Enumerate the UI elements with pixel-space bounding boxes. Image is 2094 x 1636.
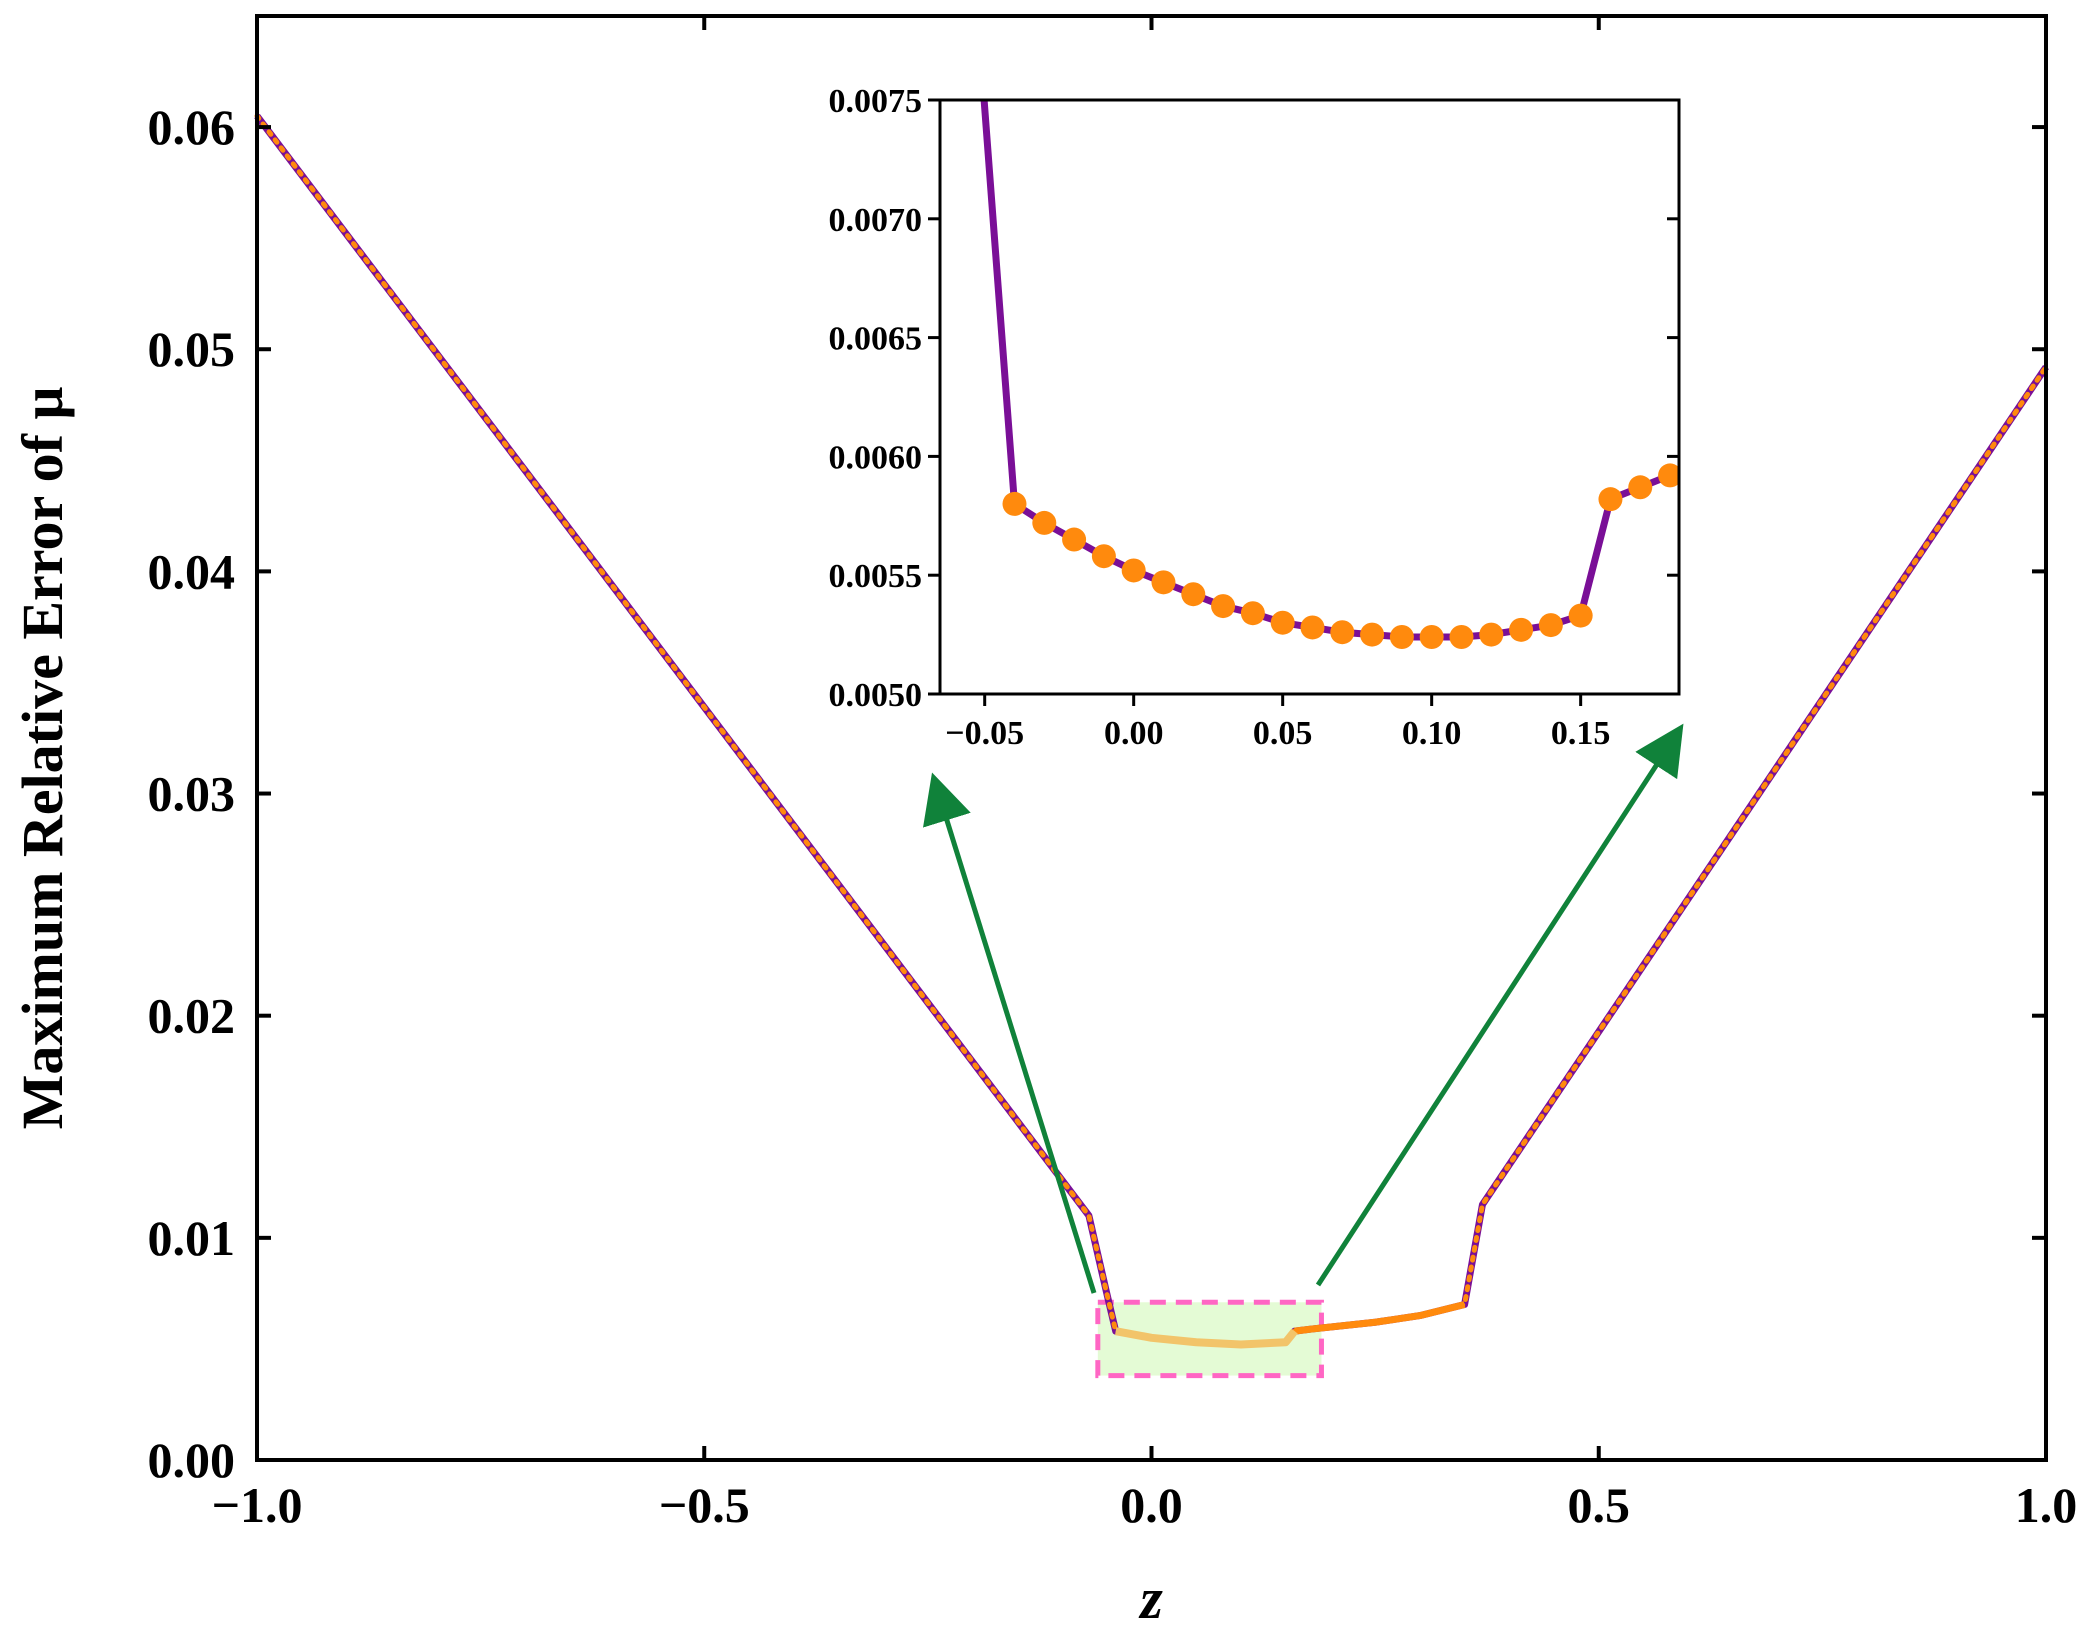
inset-background <box>940 100 1679 694</box>
main-plot-series <box>254 113 2049 1349</box>
main-y-tick-label: 0.05 <box>148 321 236 377</box>
inset-data-point <box>1419 624 1444 649</box>
main-x-tick-label: 1.0 <box>2015 1477 2078 1533</box>
inset-data-point <box>1538 613 1563 638</box>
inset-data-point <box>1300 615 1325 640</box>
inset-chart: −0.05 0.00 0.05 0.10 0.15 0.0050 0.0055 0.0060 0… <box>829 83 1681 752</box>
inset-data-point <box>1598 487 1623 512</box>
inset-y-tick-label: 0.0065 <box>829 321 923 358</box>
inset-data-point <box>1091 544 1116 569</box>
inset-data-point <box>1211 594 1236 619</box>
inset-data-point <box>1062 527 1087 552</box>
inset-x-tick-label: 0.10 <box>1402 715 1462 752</box>
inset-data-point <box>1121 558 1146 583</box>
inset-x-tick-label: −0.05 <box>945 715 1024 752</box>
main-x-tick-label: −1.0 <box>212 1477 303 1533</box>
main-x-tick-label: 0.0 <box>1120 1477 1183 1533</box>
inset-x-tick-label: 0.05 <box>1253 715 1313 752</box>
inset-data-point <box>1032 510 1057 535</box>
main-y-tick-label: 0.03 <box>148 766 236 822</box>
inset-data-point <box>1330 620 1355 645</box>
main-y-tick-label: 0.04 <box>148 543 236 599</box>
main-series-flat-segment <box>1294 1301 1466 1335</box>
main-x-tick-label: −0.5 <box>659 1477 750 1533</box>
inset-data-point <box>1509 617 1534 642</box>
main-y-tick-label: 0.00 <box>148 1432 236 1488</box>
main-axis-ticks: −1.0 −0.5 0.0 0.5 1.0 0.00 0.01 0.02 0.03 0.04 0.0… <box>148 16 2078 1533</box>
main-y-tick-label: 0.02 <box>148 988 236 1044</box>
main-x-axis-label: z <box>1138 1566 1163 1631</box>
inset-data-point <box>1628 475 1653 500</box>
inset-x-tick-label: 0.00 <box>1104 715 1164 752</box>
main-y-tick-label: 0.06 <box>148 99 236 155</box>
inset-axis-ticks: −0.05 0.00 0.05 0.10 0.15 0.0050 0.0055 0.0060 0… <box>829 83 1679 752</box>
main-series-highlighted-segment <box>1114 1327 1298 1349</box>
main-y-tick-label: 0.01 <box>148 1210 236 1266</box>
inset-y-tick-label: 0.0075 <box>829 83 923 120</box>
inset-y-tick-label: 0.0070 <box>829 202 923 239</box>
inset-data-point <box>1181 582 1206 607</box>
main-x-tick-label: 0.5 <box>1568 1477 1631 1533</box>
zoom-arrow-left <box>923 772 1097 1294</box>
inset-data-point <box>1270 610 1295 635</box>
main-y-axis-label: Maximum Relative Error of μ <box>10 387 75 1130</box>
zoom-arrow-right <box>1315 723 1684 1287</box>
inset-data-point <box>1002 491 1027 516</box>
inset-data-point <box>1449 624 1474 649</box>
inset-data-point <box>1479 622 1504 647</box>
inset-y-tick-label: 0.0060 <box>829 439 923 476</box>
inset-data-point <box>1240 601 1265 626</box>
inset-data-point <box>1360 622 1385 647</box>
inset-plot-frame <box>938 98 1681 696</box>
inset-data-point <box>1151 570 1176 595</box>
inset-data-point <box>1568 603 1593 628</box>
inset-data-point <box>1658 463 1679 488</box>
main-chart: −1.0 −0.5 0.0 0.5 1.0 0.00 0.01 0.02 0.03 0.04 0.0… <box>10 14 2078 1631</box>
zoom-arrows <box>923 723 1684 1294</box>
inset-data-point <box>1389 624 1414 649</box>
inset-x-tick-label: 0.15 <box>1551 715 1611 752</box>
inset-y-tick-label: 0.0055 <box>829 558 923 595</box>
inset-y-tick-label: 0.0050 <box>829 677 923 714</box>
inset-plot-series <box>980 100 1679 649</box>
